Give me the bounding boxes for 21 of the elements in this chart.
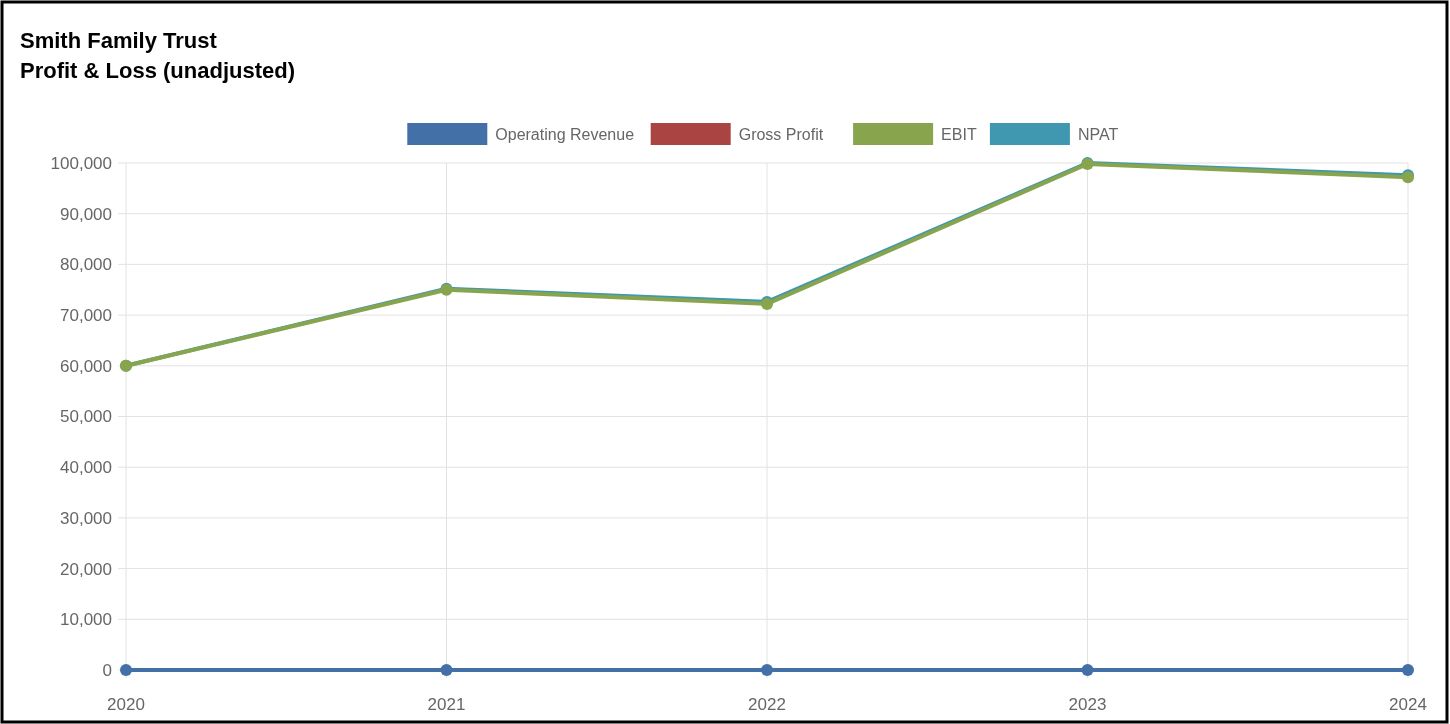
y-tick-label: 0 xyxy=(102,660,112,680)
y-tick-label: 80,000 xyxy=(60,255,112,275)
x-tick-label: 2022 xyxy=(748,695,786,714)
y-tick-label: 30,000 xyxy=(60,508,112,528)
x-tick-label: 2023 xyxy=(1068,695,1107,714)
y-tick-label: 10,000 xyxy=(60,610,112,630)
y-tick-label: 50,000 xyxy=(60,407,112,427)
legend-label: EBIT xyxy=(941,125,977,143)
x-tick-label: 2021 xyxy=(427,695,466,714)
chart-title: Smith Family Trust Profit & Loss (unadjusted) xyxy=(20,28,295,83)
y-tick-label: 70,000 xyxy=(60,306,112,326)
x-tick-label: 2024 xyxy=(1389,695,1427,714)
legend-label: Operating Revenue xyxy=(495,125,635,143)
y-tick-label: 90,000 xyxy=(60,204,112,224)
y-tick-label: 40,000 xyxy=(60,458,112,478)
legend-label: Gross Profit xyxy=(738,125,824,143)
y-tick-label: 60,000 xyxy=(60,356,112,376)
series-label: NPAT xyxy=(1077,125,1119,143)
y-tick-label: 100,000 xyxy=(50,153,112,173)
x-tick-label: 2020 xyxy=(107,695,145,714)
y-tick-label: 20,000 xyxy=(60,559,112,579)
